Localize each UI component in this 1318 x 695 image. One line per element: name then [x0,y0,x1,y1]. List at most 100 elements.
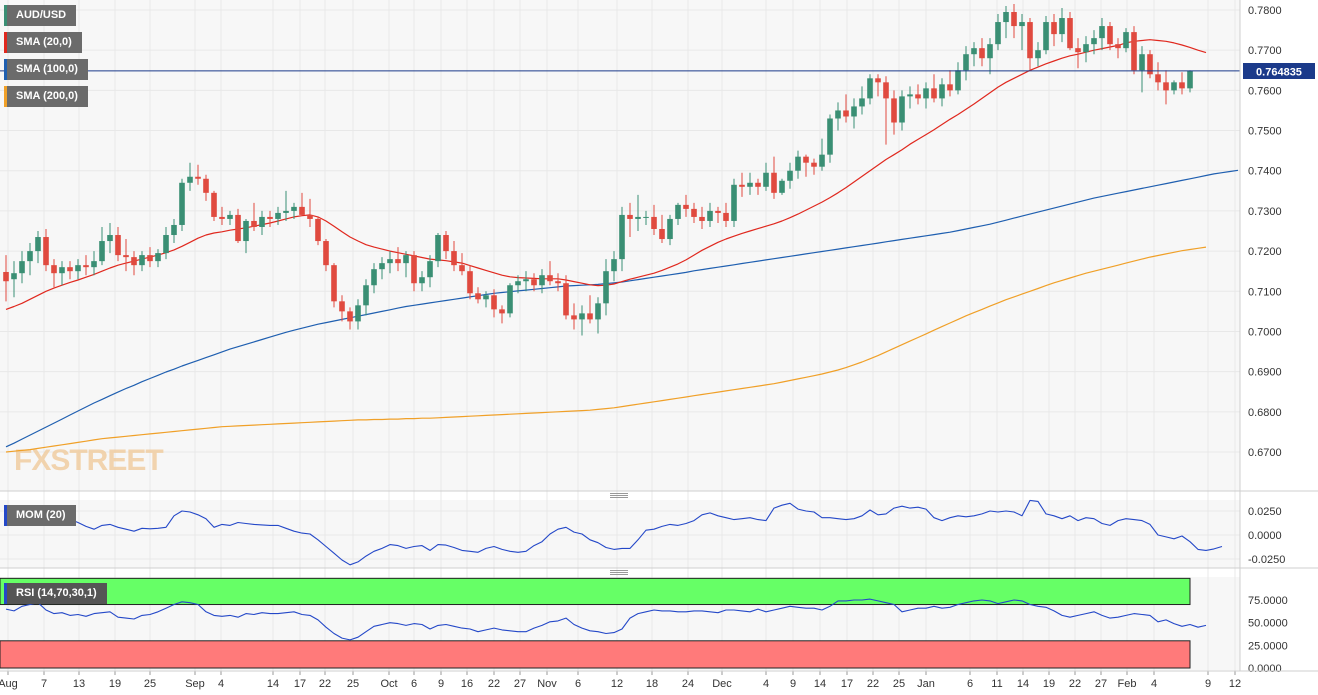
x-tick-16: 27 [514,678,526,690]
candle-body-123 [987,44,993,59]
legend-rsi-label: RSI (14,70,30,1) [16,587,97,599]
legend-instrument[interactable]: AUD/USD [4,5,77,26]
y-tick-rsi-1: 50.0000 [1248,618,1288,630]
candle-body-81 [651,216,657,229]
candle-body-97 [779,180,785,193]
x-tick-1: 7 [41,678,47,690]
candle-body-129 [1035,50,1041,59]
candle-body-6 [51,265,57,274]
mom-series [5,499,1223,566]
candle-body-83 [667,218,673,240]
x-tick-32: 14 [1017,678,1029,690]
legend-sma100[interactable]: SMA (100,0) [4,59,88,80]
x-tick-20: 18 [646,678,658,690]
candle-body-65 [523,279,529,282]
x-tick-8: 17 [294,678,306,690]
candle-body-40 [323,241,329,266]
x-tick-30: 6 [967,678,973,690]
mom-panel-bg [0,500,1240,568]
candle-body-76 [611,259,617,272]
candle-body-92 [739,184,745,187]
rsi-line [5,598,1207,641]
candle-body-60 [483,295,489,300]
candle-body-131 [1051,22,1057,35]
x-tick-34: 22 [1069,678,1081,690]
y-tick-main-6: 0.7200 [1248,246,1282,258]
candle-body-19 [155,253,161,262]
candle-body-5 [43,237,49,266]
y-tick-main-8: 0.7000 [1248,326,1282,338]
current-price-label: 0.764835 [1256,67,1302,79]
candle-body-74 [595,303,601,320]
candle-body-44 [355,305,361,322]
x-tick-21: 24 [682,678,694,690]
x-tick-10: 25 [347,678,359,690]
candle-body-113 [907,94,913,97]
candle-body-143 [1147,54,1153,75]
y-tick-main-11: 0.6700 [1248,447,1282,459]
y-tick-main-5: 0.7300 [1248,206,1282,218]
legend-rsi[interactable]: RSI (14,70,30,1) [4,583,107,604]
candle-body-89 [715,210,721,213]
x-tick-36: Feb [1118,678,1137,690]
candle-body-59 [475,293,481,300]
x-axis: Aug 7 13 19 25 Sep 4 14 17 22 25 Oct 6 9 16 22 27 Nov 6 12 1… [0,671,1241,690]
legend-sma100-label: SMA (100,0) [16,63,78,75]
x-tick-26: 17 [841,678,853,690]
candle-body-58 [467,271,473,294]
candle-body-47 [379,263,385,270]
candle-body-73 [587,313,593,320]
candle-body-118 [947,84,953,91]
candle-body-21 [171,224,177,236]
candle-body-46 [371,269,377,286]
candle-body-45 [363,285,369,306]
candle-body-105 [843,110,849,117]
candle-body-0 [3,271,9,282]
candle-body-63 [507,285,513,314]
candle-body-28 [227,214,233,219]
x-tick-9: 22 [319,678,331,690]
rsi-overbought-zone [0,577,1191,606]
candle-body-70 [563,283,569,316]
candle-body-18 [147,255,153,262]
candle-body-68 [547,275,553,282]
candle-body-138 [1107,26,1113,45]
candle-body-17 [139,255,145,266]
x-tick-25: 14 [814,678,826,690]
legend-sma20[interactable]: SMA (20,0) [4,32,82,53]
candle-body-88 [707,210,713,221]
legend-mom-label: MOM (20) [16,509,66,521]
y-tick-main-10: 0.6800 [1248,407,1282,419]
candle-body-84 [675,204,681,219]
y-tick-main-9: 0.6900 [1248,367,1282,379]
candle-body-34 [275,212,281,219]
y-tick-rsi-3: 0.0000 [1248,663,1282,675]
candle-body-112 [899,96,905,123]
candle-body-32 [259,216,265,227]
rsi-zones [0,577,1191,669]
x-tick-18: 6 [575,678,581,690]
candle-body-24 [195,176,201,179]
candle-body-107 [859,98,865,107]
panel-resize-handle-1[interactable] [610,493,628,498]
mom-line [5,499,1223,566]
legend-sma200[interactable]: SMA (200,0) [4,86,88,107]
x-tick-0: Aug [0,678,18,690]
legend-mom[interactable]: MOM (20) [4,505,76,526]
panel-resize-handle-2[interactable] [610,570,628,575]
candle-body-99 [795,156,801,171]
candle-body-26 [211,192,217,217]
candle-body-13 [107,235,113,242]
candle-body-49 [395,259,401,264]
x-tick-2: 13 [73,678,85,690]
candle-body-117 [939,84,945,99]
candle-body-126 [1011,12,1017,27]
y-tick-main-0: 0.7800 [1248,5,1282,17]
candle-body-85 [683,204,689,209]
candle-body-53 [427,261,433,278]
y-tick-main-2: 0.7600 [1248,85,1282,97]
candle-body-27 [219,216,225,219]
candle-body-135 [1083,44,1089,53]
x-tick-5: Sep [185,678,205,690]
candle-body-69 [555,281,561,284]
